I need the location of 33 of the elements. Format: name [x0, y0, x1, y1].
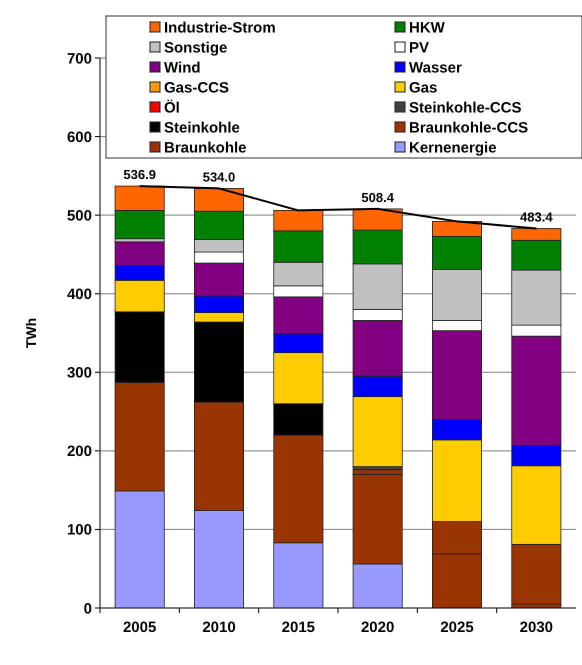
x-tick-label: 2020	[360, 619, 394, 636]
legend-label: Wasser	[409, 59, 462, 76]
y-tick-label: 0	[84, 600, 92, 618]
y-tick-label: 700	[66, 50, 92, 68]
total-label: 536.9	[123, 167, 156, 182]
y-tick-label: 100	[66, 522, 92, 539]
x-tick-label: 2005	[122, 619, 156, 636]
x-tick-label: 2025	[440, 619, 474, 636]
total-label: 483.4	[520, 210, 554, 224]
total-label: 508.4	[361, 190, 395, 205]
legend-label: Industrie-Strom	[164, 19, 276, 36]
legend-label: Steinkohle-CCS	[409, 99, 522, 116]
legend-label: Braunkohle-CCS	[409, 119, 528, 136]
total-label: 534.0	[202, 169, 236, 184]
legend-label: Gas-CCS	[164, 79, 230, 96]
y-tick-label: 400	[66, 286, 92, 303]
y-tick-label: 600	[66, 128, 92, 146]
y-axis-title: TWh	[23, 318, 39, 348]
legend-label: Braunkohle	[164, 139, 247, 156]
x-tick-label: 2015	[282, 619, 316, 636]
legend-label: Sonstige	[164, 39, 228, 56]
legend-label: Steinkohle	[164, 119, 240, 136]
y-tick-label: 200	[66, 443, 92, 460]
y-tick-label: 300	[66, 364, 92, 382]
x-tick-label: 2030	[520, 619, 554, 636]
legend-label: Wind	[164, 59, 201, 76]
legend-label: Gas	[409, 79, 438, 96]
legend-label: Kernenergie	[409, 139, 497, 156]
y-tick-label: 500	[66, 207, 92, 224]
legend-label: HKW	[409, 19, 446, 36]
legend-label: PV	[409, 39, 430, 56]
x-tick-label: 2010	[202, 619, 236, 636]
legend-label: Öl	[164, 99, 180, 116]
